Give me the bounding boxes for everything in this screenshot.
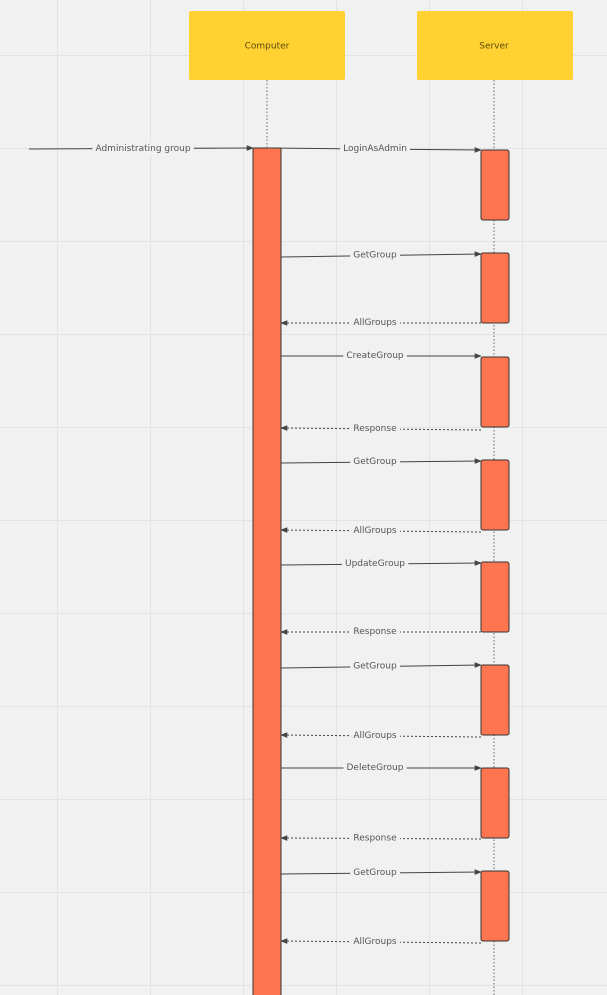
message-label: Response	[353, 834, 397, 844]
message-label: LoginAsAdmin	[343, 144, 407, 154]
activation-server[interactable]	[480, 459, 510, 531]
message-label-group: AllGroups	[350, 936, 400, 948]
message-label: GetGroup	[353, 457, 397, 467]
message-label: AllGroups	[353, 937, 397, 947]
actor-label: Server	[479, 42, 509, 52]
message-label-group: Response	[350, 832, 401, 845]
activation-server[interactable]	[480, 767, 510, 839]
message-label: Response	[353, 424, 397, 434]
message-label: DeleteGroup	[347, 763, 404, 773]
activation-server[interactable]	[480, 870, 510, 942]
message-label-group: GetGroup	[350, 660, 401, 673]
message-label: GetGroup	[353, 868, 397, 878]
message-label: AllGroups	[353, 731, 397, 741]
message-label-group: GetGroup	[350, 249, 401, 262]
message-label: AllGroups	[353, 526, 397, 536]
actor-server[interactable]: Server	[417, 11, 573, 80]
message-label-group: Response	[350, 626, 401, 638]
actor-computer[interactable]: Computer	[189, 11, 345, 80]
activation-server[interactable]	[480, 149, 510, 221]
actor-label: Computer	[245, 42, 290, 52]
message-label: GetGroup	[353, 251, 397, 261]
message-label: GetGroup	[353, 662, 397, 672]
message-label: Response	[353, 627, 397, 637]
message-label-group: CreateGroup	[343, 350, 407, 362]
message-label: Administrating group	[95, 144, 190, 154]
message-label-group: AllGroups	[350, 730, 400, 742]
activation-computer[interactable]	[252, 147, 282, 995]
activation-server[interactable]	[480, 561, 510, 633]
activation-server[interactable]	[480, 664, 510, 736]
message-label: CreateGroup	[346, 351, 404, 361]
message-label-group: LoginAsAdmin	[340, 143, 410, 155]
message-label-group: Response	[350, 423, 401, 435]
message-label-group: GetGroup	[350, 456, 401, 468]
actor-box	[417, 11, 573, 80]
message-label-group: Administrating group	[92, 143, 194, 155]
message-label-group: AllGroups	[350, 525, 400, 537]
message-label-group: GetGroup	[350, 867, 401, 879]
message-label: AllGroups	[353, 318, 397, 328]
message-label-group: AllGroups	[350, 317, 400, 329]
activation-server[interactable]	[480, 252, 510, 324]
message-label-group: UpdateGroup	[342, 558, 409, 570]
message-label: UpdateGroup	[345, 559, 405, 569]
activation-server[interactable]	[480, 356, 510, 428]
message-label-group: DeleteGroup	[343, 762, 407, 774]
actor-box	[189, 11, 345, 80]
